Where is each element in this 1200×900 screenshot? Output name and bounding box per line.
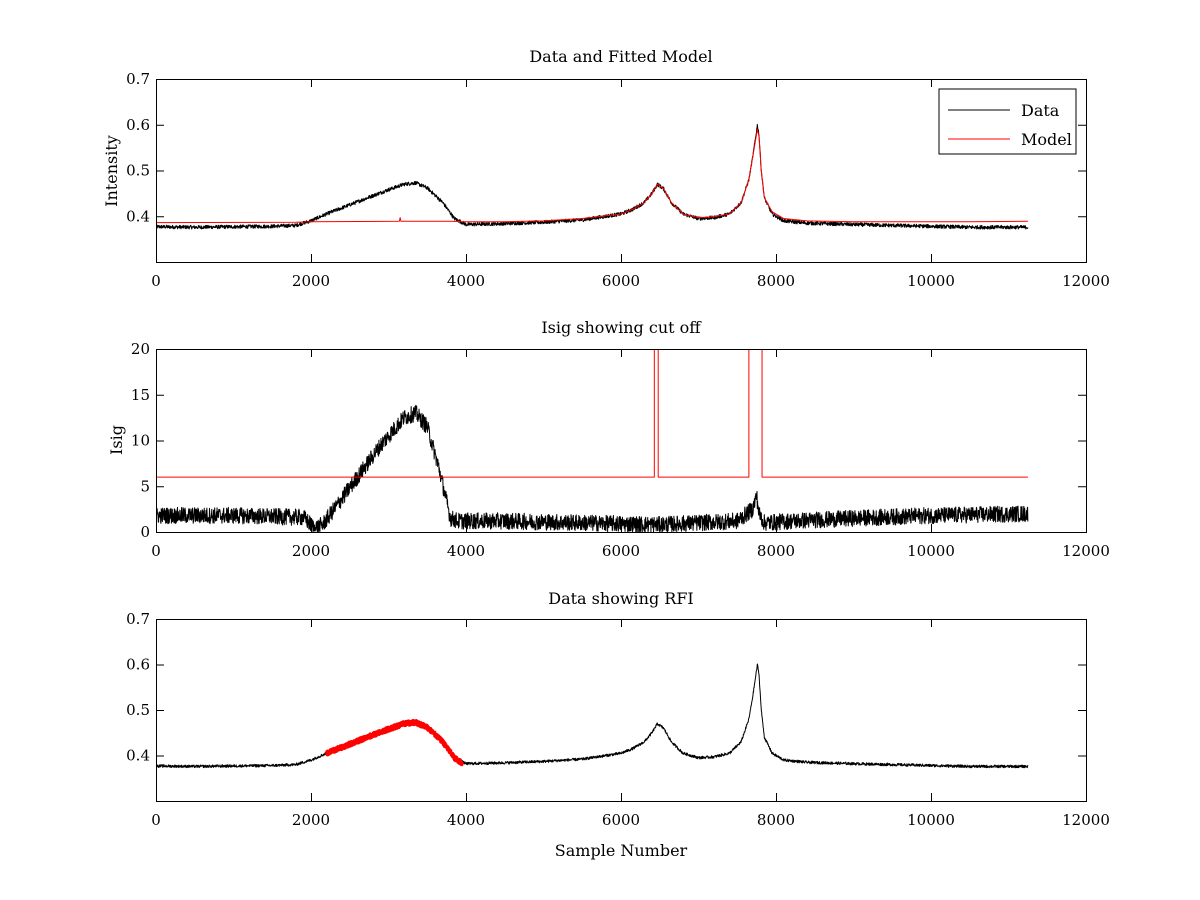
panel-3-ytick-label: 0.5 xyxy=(126,701,150,719)
panel-1-series-data xyxy=(156,123,1029,230)
panel-2-series-group xyxy=(156,349,1029,532)
legend-label-model: Model xyxy=(1021,130,1072,149)
panel-isig-showing-cut-off: Isig showing cut off Isig 0 2000 4000 6000 8… xyxy=(107,318,1110,560)
panel-3-series-line-1 xyxy=(156,663,1029,769)
panel-3-series-group xyxy=(156,663,1029,769)
panel-2-xtick-label: 6000 xyxy=(602,542,640,560)
panel-3-ytick-label: 0.7 xyxy=(126,610,150,628)
panel-2-ylabel: Isig xyxy=(107,425,126,455)
panel-3-ytick-label: 0.6 xyxy=(126,656,150,674)
legend-box xyxy=(938,88,1077,155)
panel-1-series-group xyxy=(156,123,1029,230)
panel-2-xtick-label: 10000 xyxy=(907,542,955,560)
panel-3-plot-area: 0 2000 4000 6000 8000 10000 12000 0.4 0.5 0.6 0.7 xyxy=(126,610,1110,829)
panel-3-xtick-label: 8000 xyxy=(757,811,795,829)
panel-2-ytick-label: 15 xyxy=(131,386,150,404)
panel-2-xtick-label: 8000 xyxy=(757,542,795,560)
panel-3-series-line-2 xyxy=(325,718,464,767)
panel-1-xtick-label: 2000 xyxy=(292,272,330,290)
panel-1-ylabel: Intensity xyxy=(102,135,121,207)
panel-1-ytick-label: 0.6 xyxy=(126,116,150,134)
panel-2-xtick-label: 12000 xyxy=(1062,542,1110,560)
panel-2-xtick-label: 4000 xyxy=(447,542,485,560)
panel-2-series-line-2 xyxy=(156,349,1028,478)
panel-1-series-model xyxy=(156,128,1028,224)
panel-3-xtick-label: 4000 xyxy=(447,811,485,829)
legend-label-data: Data xyxy=(1021,101,1060,120)
panel-1-ytick-label: 0.4 xyxy=(126,207,150,225)
panel-data-and-fitted-model: Data and Fitted Model Intensity 0 2000 400… xyxy=(102,47,1110,290)
panel-1-xtick-label: 8000 xyxy=(757,272,795,290)
panel-1-ytick-label: 0.5 xyxy=(126,162,150,180)
panel-3-xtick-label: 10000 xyxy=(907,811,955,829)
panel-3-xtick-label: 0 xyxy=(151,811,161,829)
panel-2-plot-area: 0 2000 4000 6000 8000 10000 12000 0 5 10 15 20 xyxy=(131,340,1110,560)
panel-data-showing-rfi: Data showing RFI Sample Number 0 2000 4000… xyxy=(126,589,1110,860)
panel-1-xtick-label: 6000 xyxy=(602,272,640,290)
panel-1-xtick-label: 0 xyxy=(151,272,161,290)
panel-3-xlabel: Sample Number xyxy=(555,841,688,860)
panel-1-xtick-label: 12000 xyxy=(1062,272,1110,290)
panel-3-xtick-label: 2000 xyxy=(292,811,330,829)
panel-2-xtick-label: 0 xyxy=(151,542,161,560)
panel-3-ytick-label: 0.4 xyxy=(126,747,150,765)
panel-1-legend: Data Model xyxy=(938,88,1077,155)
panel-3-xtick-label: 6000 xyxy=(602,811,640,829)
panel-1-xtick-label: 4000 xyxy=(447,272,485,290)
panel-3-xtick-label: 12000 xyxy=(1062,811,1110,829)
panel-2-series-line-1 xyxy=(156,404,1029,532)
panel-2-ytick-label: 5 xyxy=(140,477,150,495)
panel-3-title: Data showing RFI xyxy=(548,589,693,608)
panel-1-xtick-label: 10000 xyxy=(907,272,955,290)
panel-1-plot-area: 0 2000 4000 6000 8000 10000 12000 0.4 0.5 0.6 0.7 xyxy=(126,70,1110,290)
panel-1-ytick-label: 0.7 xyxy=(126,70,150,88)
panel-2-ytick-label: 10 xyxy=(131,432,150,450)
panel-2-xtick-label: 2000 xyxy=(292,542,330,560)
panel-2-title: Isig showing cut off xyxy=(541,318,702,337)
panel-1-title: Data and Fitted Model xyxy=(529,47,712,66)
panel-2-ytick-label: 20 xyxy=(131,340,150,358)
panel-2-ytick-label: 0 xyxy=(140,523,150,541)
